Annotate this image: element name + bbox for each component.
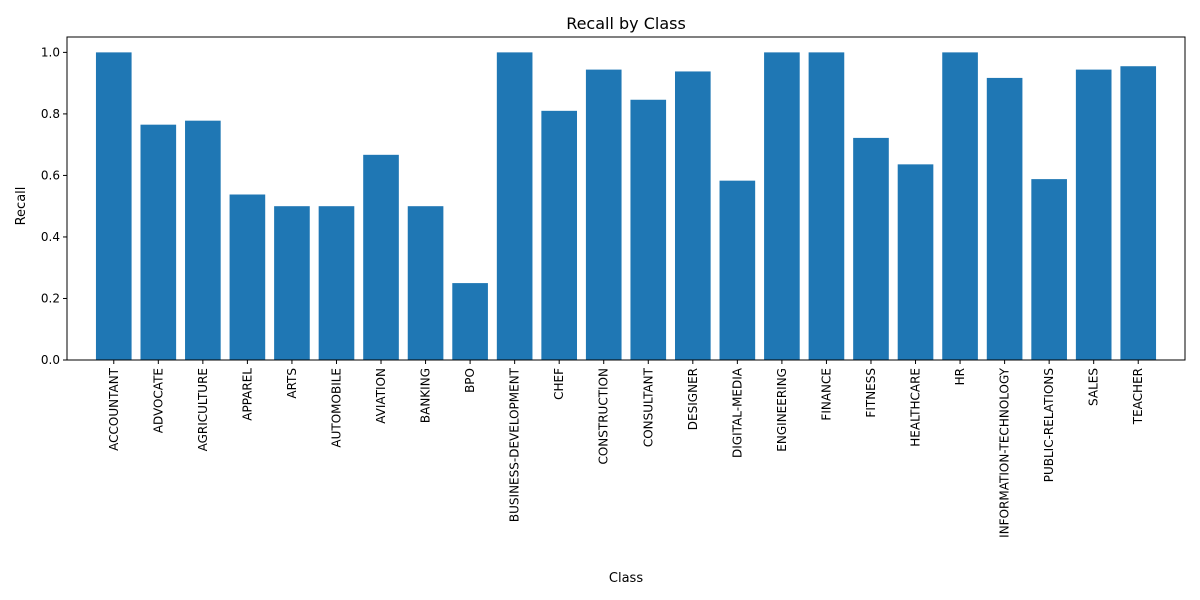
x-tick-label: FINANCE [819, 368, 833, 421]
bar-aviation [363, 154, 399, 360]
y-axis-label: Recall [14, 187, 29, 226]
bar-agriculture [185, 120, 221, 360]
x-tick-label: BUSINESS-DEVELOPMENT [508, 367, 522, 522]
bar-digital-media [719, 180, 756, 360]
x-tick-label: AUTOMOBILE [329, 368, 343, 448]
x-axis-label: Class [609, 571, 643, 586]
bar-designer [674, 71, 711, 360]
y-tick-label: 0.4 [41, 230, 60, 244]
x-tick-label: CONSTRUCTION [597, 368, 611, 465]
x-tick-label: FITNESS [864, 368, 878, 418]
x-tick-label: ACCOUNTANT [107, 367, 121, 451]
x-tick-label: CONSULTANT [641, 367, 655, 447]
plot-frame [66, 36, 1186, 361]
bar-apparel [229, 194, 266, 360]
bar-teacher [1120, 66, 1157, 360]
bar-finance [808, 52, 845, 360]
x-axis: ACCOUNTANT ADVOCATE AGRICULTURE APPAREL ARTS… [107, 360, 1145, 538]
x-tick-label: APPAREL [240, 368, 254, 421]
bar-chef [541, 110, 578, 360]
bar-construction [585, 69, 622, 361]
bar-advocate [140, 124, 177, 361]
bar-consultant [630, 99, 667, 361]
x-tick-label: DESIGNER [686, 368, 700, 430]
bars-group [95, 52, 1157, 361]
bar-healthcare [897, 164, 934, 360]
y-tick-label: 0.6 [41, 168, 60, 182]
x-tick-label: SALES [1087, 368, 1101, 406]
y-tick-label: 0.0 [41, 353, 60, 367]
x-tick-label: TEACHER [1131, 368, 1145, 425]
bar-hr [942, 52, 978, 360]
x-tick-label: AGRICULTURE [196, 368, 210, 451]
x-tick-label: HEALTHCARE [909, 368, 923, 447]
x-tick-label: PUBLIC-RELATIONS [1042, 368, 1056, 482]
x-tick-label: DIGITAL-MEDIA [730, 367, 744, 458]
x-tick-label: CHEF [552, 368, 566, 400]
bar-sales [1075, 69, 1112, 361]
x-tick-label: ADVOCATE [151, 368, 165, 433]
bar-accountant [95, 52, 132, 360]
bar-bpo [452, 283, 488, 360]
bar-fitness [853, 137, 889, 360]
x-tick-label: ENGINEERING [775, 368, 789, 452]
bar-engineering [764, 52, 800, 360]
bar-automobile [318, 206, 355, 360]
y-tick-label: 0.8 [41, 107, 60, 121]
bar-banking [407, 206, 444, 360]
chart-title: Recall by Class [566, 14, 686, 33]
y-tick-label: 0.2 [41, 291, 60, 305]
x-tick-label: HR [953, 368, 967, 385]
bar-public-relations [1031, 179, 1067, 360]
x-tick-label: BANKING [419, 368, 433, 423]
x-tick-label: BPO [463, 368, 477, 393]
y-tick-label: 1.0 [41, 45, 60, 59]
x-tick-label: AVIATION [374, 368, 388, 424]
bar-information-technology [986, 77, 1023, 360]
bar-business-development [496, 52, 533, 360]
y-axis: 0.0 0.2 0.4 0.6 0.8 1.0 [41, 45, 67, 367]
bar-arts [274, 206, 310, 360]
x-tick-label: ARTS [285, 368, 299, 399]
x-tick-label: INFORMATION-TECHNOLOGY [998, 367, 1012, 537]
